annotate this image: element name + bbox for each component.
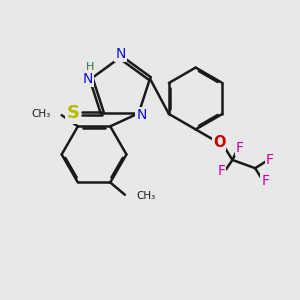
Text: F: F: [217, 164, 225, 178]
Text: S: S: [66, 104, 80, 122]
Text: CH₃: CH₃: [31, 109, 50, 119]
Text: F: F: [261, 174, 269, 188]
Text: F: F: [236, 141, 244, 154]
Text: H: H: [85, 62, 94, 72]
Text: N: N: [116, 47, 126, 61]
Text: CH₃: CH₃: [137, 191, 156, 201]
Text: F: F: [266, 153, 274, 167]
Text: O: O: [213, 135, 225, 150]
Text: N: N: [136, 108, 147, 122]
Text: N: N: [82, 72, 93, 86]
